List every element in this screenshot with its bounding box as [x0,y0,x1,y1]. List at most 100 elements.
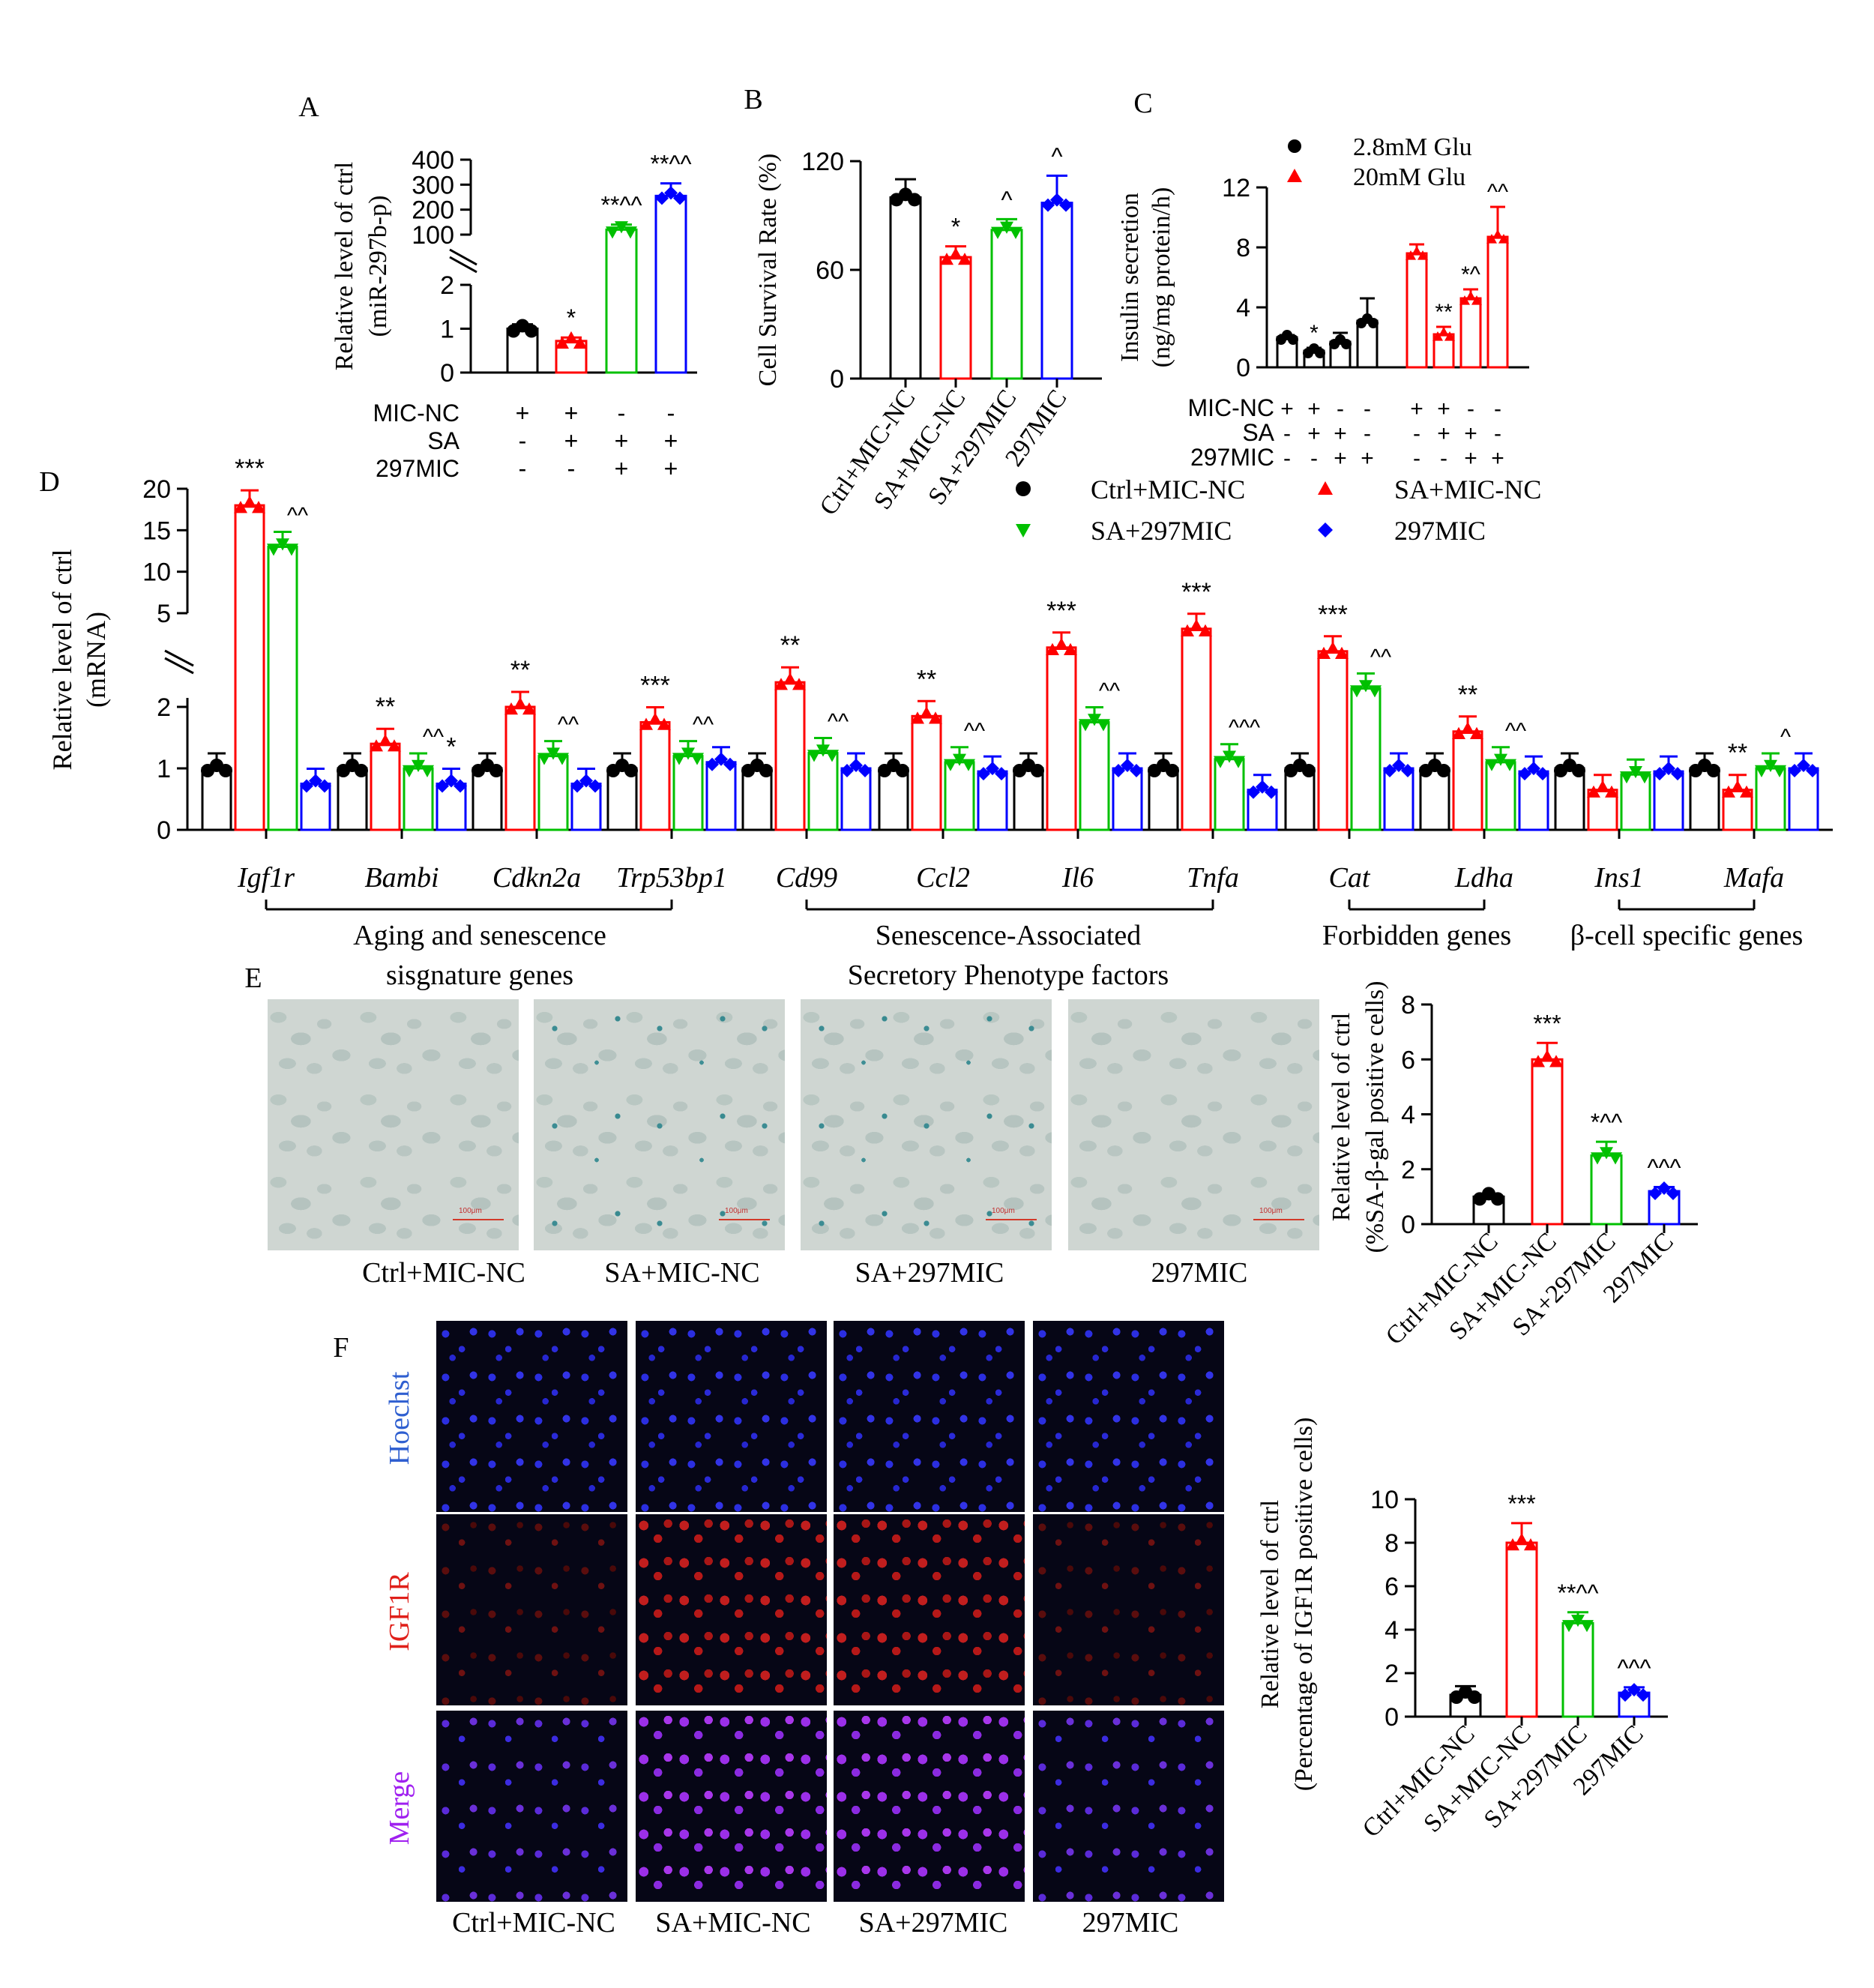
panel-d-point [1620,771,1633,784]
panel-e-tick-label: 6 [1401,1046,1415,1074]
panel-b-significance: ^ [1001,186,1012,213]
panel-c-tick-label: 8 [1236,234,1250,262]
panel-d-point [252,501,265,513]
panel-c-legend-marker [1288,139,1301,153]
panel-d-point [309,774,322,788]
panel-d-axis-break [164,657,194,675]
micrograph-f-row-label: Merge [384,1771,415,1846]
panel-f-y-label: (Percentage of IGF1R positive cells) [1290,1418,1318,1792]
panel-d-point [840,764,854,777]
panel-d-point [445,774,458,788]
panel-c-point [1288,334,1298,345]
panel-d-point [759,764,773,777]
panel-d-point [454,779,467,793]
panel-d-gene-label: Cdkn2a [492,862,581,894]
panel-d-significance: ^^ [964,719,985,744]
panel-c-condition-sign: - [1283,421,1291,446]
panel-a-condition-label: SA [427,427,460,454]
panel-d-significance: ^^^ [1229,716,1260,741]
panel-b-significance: * [951,214,960,241]
panel-d-point [1223,750,1236,763]
panel-a-condition-sign: - [519,455,527,482]
panel-f-point [1571,1615,1585,1627]
panel-c-significance: ^^ [1487,180,1508,205]
panel-c-point [1411,246,1422,256]
panel-e-point [1549,1055,1563,1067]
panel-d-point [513,697,527,710]
panel-d-point [681,747,695,760]
panel-f-point [1636,1688,1650,1702]
panel-d-point [1518,767,1531,781]
panel-d-significance: ^^ [693,713,714,738]
panel-c-legend-label: 2.8mM Glu [1353,133,1472,161]
panel-d-bar [1148,767,1179,831]
panel-d-point [1232,756,1245,768]
panel-letter-D: D [39,466,59,498]
panel-d-point [355,764,368,777]
panel-d-bar [672,755,704,831]
panel-a-significance: **^^ [601,192,642,219]
panel-d-point [1503,759,1516,771]
panel-b-point [958,253,971,265]
panel-d-point [1046,642,1059,655]
panel-b-significance: ^ [1051,142,1062,169]
panel-d-point [1797,759,1810,772]
micrograph-e-label: SA+297MIC [855,1257,1004,1289]
panel-d-group-label: Forbidden genes [1322,920,1511,951]
panel-c-y-label: Insulin secretion [1116,193,1144,362]
panel-d-point [639,717,653,730]
panel-d-tick-label: 2 [157,693,171,722]
panel-letter-E: E [244,963,262,994]
panel-d-significance: *** [1318,600,1348,629]
panel-c-legend-label: 20mM Glu [1353,163,1465,191]
panel-e-tick-label: 8 [1401,991,1415,1019]
panel-d-significance: ** [780,631,800,660]
scale-bar [719,1219,770,1220]
panel-d-point [1722,785,1735,798]
panel-d-bar [370,742,401,831]
panel-d-tick-label: 5 [157,600,171,628]
panel-d-point [1587,785,1600,798]
panel-c-condition-sign: - [1494,397,1501,421]
scale-bar-label: 100μm [725,1207,748,1215]
micrograph-f-label: SA+MIC-NC [655,1907,810,1939]
panel-d-point [403,765,416,777]
panel-d-bar [1653,770,1684,831]
panel-d-point [546,747,560,760]
panel-a-condition-label: 297MIC [376,455,460,482]
panel-d-bar [504,705,536,831]
panel-d-point [1536,767,1549,781]
panel-c-condition-sign: - [1310,446,1318,471]
panel-c-tick-label: 4 [1236,294,1250,322]
panel-a-point [655,191,669,205]
panel-a-condition-sign: - [618,400,626,427]
panel-e-point [1648,1187,1662,1201]
panel-d-legend-marker [1016,524,1031,537]
panel-d-bar [1485,761,1516,831]
panel-d-gene-label: Ccl2 [916,862,970,894]
panel-d-tick-label: 10 [142,558,171,587]
panel-a-y-label: Relative level of ctrl [331,162,358,371]
panel-d-legend-marker [1318,522,1333,537]
micrograph-f-row-label: Hoechst [384,1371,415,1465]
panel-b-point [1059,198,1073,212]
panel-d-point [672,753,686,765]
panel-d-point [1629,766,1642,779]
panel-c-bar [1486,235,1509,369]
panel-e-significance: ^^^ [1647,1154,1681,1181]
panel-e-significance: *** [1533,1010,1561,1037]
panel-d-point [953,753,966,766]
panel-a-axis-break [449,256,477,274]
panel-d-point [1437,764,1450,777]
panel-d-point [858,764,872,777]
panel-d-y-label: Relative level of ctrl [47,549,77,771]
panel-a-point [664,186,678,200]
scale-bar-label: 100μm [1259,1207,1283,1215]
panel-d-gene-label: Tnfa [1187,862,1239,894]
panel-d-bar [840,767,872,831]
panel-d-significance: *** [1046,597,1076,625]
panel-c-condition-sign: + [1280,397,1294,421]
panel-a-tick-label: 1 [440,316,454,344]
scale-bar-label: 100μm [459,1207,482,1215]
